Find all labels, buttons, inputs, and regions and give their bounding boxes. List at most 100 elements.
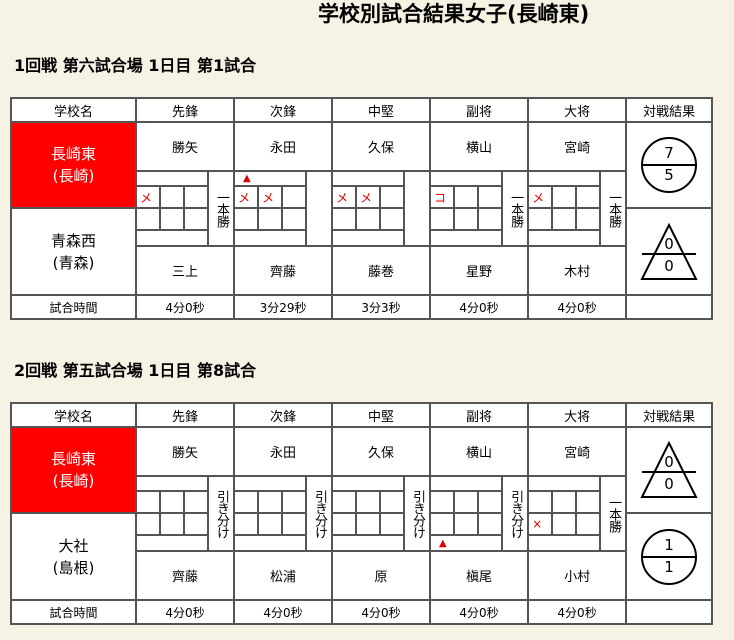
bout-time: 4分0秒 — [429, 294, 530, 320]
player-name: 横山 — [429, 121, 530, 172]
bout-verdict: 引き分け — [206, 475, 236, 552]
point-cell-top — [575, 185, 602, 209]
match-heading: 2回戦 第五試合場 1日目 第8試合 — [14, 361, 257, 380]
point-cell-bottom — [233, 512, 260, 536]
time-label: 試合時間 — [10, 599, 137, 625]
bout-time: 4分0秒 — [527, 294, 628, 320]
player-name: 勝矢 — [134, 426, 236, 477]
school-prefecture: (長崎) — [52, 167, 95, 185]
column-header: 副将 — [429, 402, 530, 428]
point-cell-bottom — [183, 207, 209, 231]
player-name: 久保 — [331, 426, 432, 477]
bout-verdict: 引き分け — [501, 475, 530, 552]
penalty-mark-bottom — [331, 534, 406, 552]
bout-time: 4分0秒 — [527, 599, 628, 625]
point-cell-top — [551, 490, 578, 514]
bout-verdict — [305, 170, 334, 247]
player-name: 原 — [331, 550, 432, 601]
penalty-mark-top — [429, 170, 504, 187]
point-cell-top — [429, 490, 456, 514]
result-upper-score: 7 — [664, 144, 674, 162]
column-header: 中堅 — [331, 97, 432, 123]
column-header: 先鋒 — [134, 97, 236, 123]
penalty-mark-bottom — [527, 534, 602, 552]
match-result-table: 学校名 先鋒 次鋒 中堅 副将 大将 対戦結果 長崎東 (長崎) 勝矢 永田 久保 横山 宮崎 7 5 一本勝 ▲… — [10, 97, 714, 320]
bout-verdict: 引き分け — [403, 475, 432, 552]
column-header: 次鋒 — [233, 402, 334, 428]
column-header: 対戦結果 — [625, 97, 714, 123]
penalty-mark-bottom — [233, 534, 308, 552]
point-cell-bottom — [281, 512, 308, 536]
column-header: 学校名 — [10, 402, 137, 428]
player-name: 永田 — [233, 121, 334, 172]
column-header: 学校名 — [10, 97, 137, 123]
school-name: 長崎東 — [50, 145, 96, 163]
penalty-mark-top — [135, 475, 209, 492]
point-cell-top — [453, 490, 480, 514]
player-name: 齊藤 — [233, 245, 334, 296]
result-lower-score: 5 — [664, 166, 674, 184]
bout-time: 4分0秒 — [134, 599, 236, 625]
point-cell-top — [183, 185, 209, 209]
point-cell-bottom — [135, 207, 161, 231]
point-cell-top — [331, 490, 358, 514]
point-cell-top — [135, 490, 161, 514]
match-heading: 1回戦 第六試合場 1日目 第1試合 — [14, 56, 257, 75]
point-cell-top: メ — [233, 185, 260, 209]
penalty-mark-top: ▲ — [233, 170, 308, 187]
player-name: 宮崎 — [527, 426, 628, 477]
point-cell-bottom — [379, 207, 406, 231]
match-result-table: 学校名 先鋒 次鋒 中堅 副将 大将 対戦結果 長崎東 (長崎) 勝矢 永田 久保 横山 宮崎 0 0 引き分け… — [10, 402, 714, 625]
player-name: 久保 — [331, 121, 432, 172]
bout-time: 4分0秒 — [429, 599, 530, 625]
penalty-mark-top — [527, 170, 602, 187]
player-name: 齊藤 — [134, 550, 236, 601]
bout-verdict: 一本勝 — [501, 170, 530, 247]
player-name: 星野 — [429, 245, 530, 296]
point-cell-top — [281, 185, 308, 209]
point-cell-bottom — [257, 207, 284, 231]
point-cell-bottom — [135, 512, 161, 536]
point-cell-top — [233, 490, 260, 514]
point-cell-top — [281, 490, 308, 514]
player-name: 小村 — [527, 550, 628, 601]
point-cell-bottom — [183, 512, 209, 536]
point-cell-top: メ — [257, 185, 284, 209]
point-cell-top — [477, 490, 504, 514]
column-header: 先鋒 — [134, 402, 236, 428]
bout-time: 3分3秒 — [331, 294, 432, 320]
player-name: 永田 — [233, 426, 334, 477]
column-header: 対戦結果 — [625, 402, 714, 428]
player-name: 槇尾 — [429, 550, 530, 601]
result-lower-score: 1 — [664, 557, 674, 576]
penalty-mark-top — [233, 475, 308, 492]
player-name: 勝矢 — [134, 121, 236, 172]
column-header: 次鋒 — [233, 97, 334, 123]
bout-verdict: 一本勝 — [206, 170, 236, 247]
school-cell-bottom: 大社 (島根) — [10, 512, 137, 601]
point-cell-top — [257, 490, 284, 514]
point-cell-bottom — [281, 207, 308, 231]
point-cell-bottom — [233, 207, 260, 231]
school-cell-top: 長崎東 (長崎) — [10, 426, 137, 514]
point-cell-bottom — [159, 512, 185, 536]
player-name: 松浦 — [233, 550, 334, 601]
bout-verdict: 一本勝 — [599, 475, 628, 552]
point-cell-bottom — [527, 207, 554, 231]
result-lower-score: 0 — [664, 475, 674, 493]
penalty-mark-top — [527, 475, 602, 492]
point-cell-bottom — [453, 512, 480, 536]
school-name: 長崎東 — [50, 450, 96, 468]
point-cell-top — [379, 185, 406, 209]
point-cell-bottom — [477, 512, 504, 536]
penalty-mark-bottom — [331, 229, 406, 247]
player-name: 木村 — [527, 245, 628, 296]
point-cell-top — [575, 490, 602, 514]
